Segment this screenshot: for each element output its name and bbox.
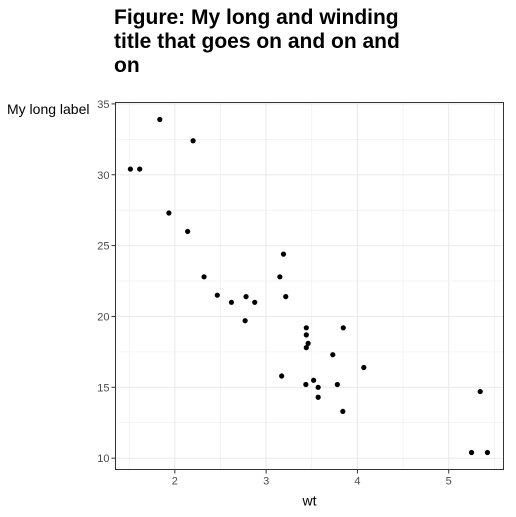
data-point bbox=[303, 325, 309, 331]
y-tick-label: 15 bbox=[97, 382, 109, 394]
data-point bbox=[243, 294, 249, 300]
y-tick-label: 25 bbox=[97, 241, 109, 253]
data-point bbox=[201, 274, 207, 280]
data-point bbox=[305, 340, 311, 346]
grid-major bbox=[115, 102, 504, 470]
data-point bbox=[280, 251, 287, 257]
data-point bbox=[127, 166, 133, 172]
chart-title: Figure: My long and winding title that g… bbox=[114, 6, 444, 78]
data-point bbox=[361, 364, 367, 371]
y-tick-label: 30 bbox=[97, 170, 109, 182]
data-point bbox=[252, 299, 258, 305]
data-point bbox=[468, 449, 475, 456]
chart-title-line-1: Figure: My long and winding bbox=[114, 6, 399, 29]
data-point bbox=[303, 332, 309, 338]
data-point bbox=[242, 318, 248, 324]
y-tick-label: 35 bbox=[97, 99, 109, 111]
data-point bbox=[303, 345, 309, 351]
x-axis-title: wt bbox=[302, 493, 317, 509]
data-point bbox=[277, 274, 283, 280]
data-point bbox=[214, 292, 220, 298]
x-axis-ticks: 2 3 4 5 bbox=[172, 469, 452, 488]
data-point bbox=[484, 449, 491, 456]
grid-minor bbox=[115, 102, 504, 470]
chart-title-line-2: title that goes on and on and bbox=[114, 30, 400, 53]
y-axis-label: My long label bbox=[7, 101, 90, 117]
data-points bbox=[127, 116, 491, 456]
panel-border bbox=[115, 102, 504, 470]
data-point bbox=[477, 388, 483, 395]
x-tick-label: 5 bbox=[446, 476, 452, 488]
x-tick-label: 4 bbox=[354, 476, 360, 488]
data-point bbox=[315, 394, 321, 400]
data-point bbox=[228, 299, 235, 305]
data-point bbox=[283, 294, 289, 300]
data-point bbox=[303, 381, 309, 388]
y-tick-label: 10 bbox=[97, 453, 109, 465]
data-point bbox=[330, 352, 336, 358]
y-tick-label: 20 bbox=[97, 311, 109, 323]
x-tick-label: 2 bbox=[172, 476, 178, 488]
data-point bbox=[340, 408, 346, 415]
data-point bbox=[157, 116, 163, 123]
data-point bbox=[185, 228, 191, 235]
data-point bbox=[137, 166, 143, 172]
data-point bbox=[334, 381, 340, 388]
data-point bbox=[311, 377, 317, 383]
x-tick-label: 3 bbox=[263, 476, 269, 488]
chart-title-line-3: on bbox=[114, 54, 140, 77]
data-point bbox=[279, 373, 285, 379]
data-point bbox=[166, 210, 172, 216]
data-point bbox=[190, 138, 196, 144]
data-point bbox=[315, 384, 321, 390]
data-point bbox=[340, 325, 346, 331]
y-axis-ticks: 10 15 20 25 30 35 bbox=[97, 99, 116, 465]
